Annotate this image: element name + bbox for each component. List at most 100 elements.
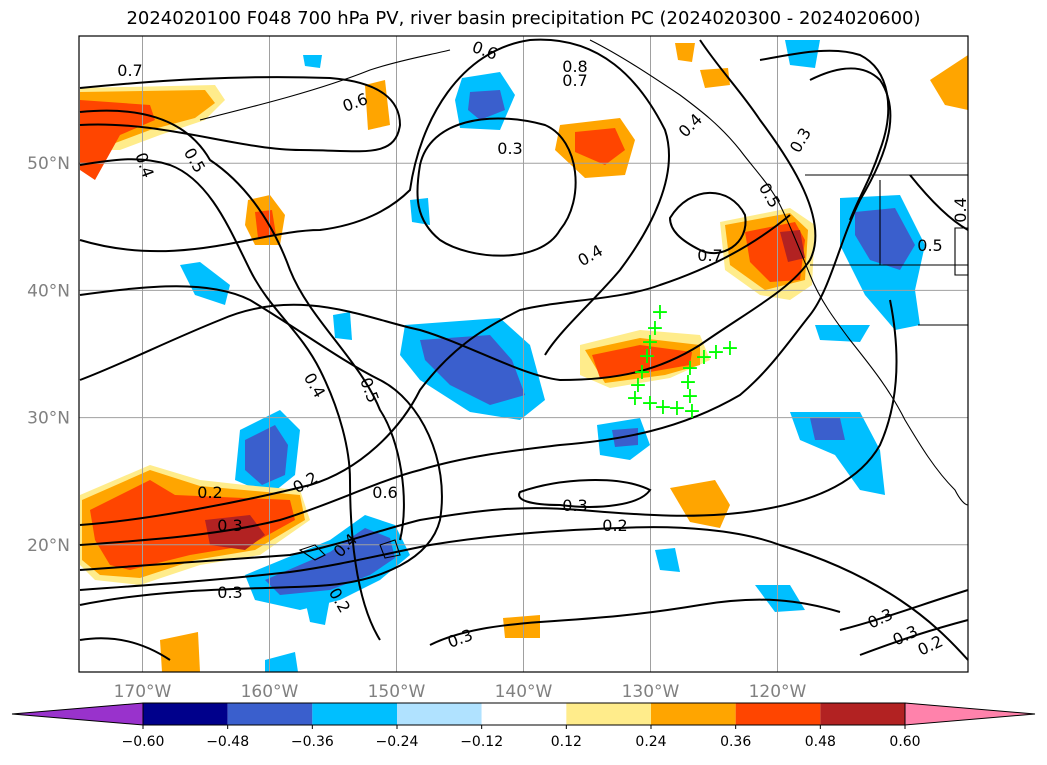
contour-label: 0.4 [951,197,970,222]
contour-label: 0.8 [562,57,587,76]
contour-label: 0.3 [217,516,242,535]
contour-label: 0.6 [470,37,500,64]
station-marker: + [641,330,659,355]
negative-anomaly-patch [303,55,322,68]
colorbar-segment [312,703,397,725]
station-marker: + [679,370,697,395]
contour-label: 0.4 [675,110,706,141]
station-marker: + [654,395,672,420]
positive-anomaly-patch [255,210,276,238]
coastlines [199,39,969,561]
station-marker: + [695,345,713,370]
map-frame [78,35,969,673]
contour-label: 0.5 [755,179,784,211]
positive-anomaly-patch [90,480,295,570]
station-marker: + [646,316,664,341]
positive-anomaly-patch [700,68,730,88]
colorbar-segment [397,703,482,725]
latitude-label: 50°N [27,154,70,174]
longitude-label: 120°W [749,682,807,702]
negative-anomaly-patch [180,262,230,305]
positive-anomaly-patch [780,230,805,262]
positive-anomaly-patch [503,615,540,638]
colorbar-tick-label: 0.36 [720,734,751,750]
negative-anomaly-patch [333,312,352,340]
graticule [79,36,968,672]
station-marker: + [641,391,659,416]
contour-label: 0.3 [786,124,815,156]
station-marker: + [668,396,686,421]
contour-label: 0.3 [497,139,522,158]
contour-label: 0.7 [562,71,587,90]
contour-label: 0.7 [117,61,142,80]
map-title: 2024020100 F048 700 hPa PV, river basin … [126,8,921,29]
colorbar-tick-label: −0.24 [376,734,419,750]
colorbar-tick-label: −0.36 [291,734,334,750]
contour-label: 0.5 [917,236,942,255]
negative-anomaly-patch [755,585,805,612]
latitude-label: 30°N [27,409,70,429]
longitude-label: 170°W [114,682,172,702]
negative-anomaly-patch [305,598,330,625]
station-marker: + [721,336,739,361]
negative-anomaly-patch [468,90,505,120]
positive-anomaly-patch [785,40,820,68]
pv-contours [79,38,969,661]
negative-anomaly-patch [265,652,298,672]
colorbar: −0.60 −0.48 −0.36 −0.24 −0.12 0.12 0.24 0.36 0.4… [11,702,1036,750]
colorbar-tick-label: −0.48 [206,734,249,750]
contour-label: 0.4 [574,241,606,270]
contour-label: 0.2 [602,516,627,535]
colorbar-segment [820,703,905,725]
colorbar-tick-label: 0.60 [889,734,920,750]
station-marker: + [683,399,701,424]
colorbar-extend-low [11,702,144,726]
contour-label: 0.3 [865,604,896,632]
positive-anomaly-patch [160,632,200,672]
contour-label: 0.4 [131,150,158,180]
station-marker: + [707,340,725,365]
negative-anomaly-patch [810,418,845,440]
negative-anomaly-patch [815,325,870,342]
colorbar-tick-label: 0.12 [551,734,582,750]
negative-anomaly-patch [855,208,915,270]
positive-anomaly-patch [675,43,695,62]
colorbar-tick-label: −0.12 [460,734,503,750]
colorbar-segment [227,703,313,725]
pc-shading [80,40,968,672]
positive-anomaly-patch [592,345,692,378]
longitude-label: 150°W [368,682,426,702]
contour-label: 0.7 [697,246,722,265]
positive-anomaly-patch [930,55,968,110]
latitude-label: 40°N [27,281,70,301]
negative-anomaly-patch [245,425,288,485]
colorbar-segment [566,703,651,725]
positive-anomaly-patch [575,128,625,165]
contour-label: 0.3 [445,625,475,652]
station-marker: + [633,360,651,385]
latitude-label: 20°N [27,536,70,556]
colorbar-segment [651,703,736,725]
longitude-label: 160°W [241,682,299,702]
colorbar-segment [143,703,228,725]
longitude-label: 140°W [495,682,553,702]
contour-label: 0.3 [217,583,242,602]
colorbar-extend-high [904,702,1036,726]
positive-anomaly-patch [80,100,155,180]
negative-anomaly-patch [655,548,680,572]
colorbar-tick-label: −0.60 [122,734,165,750]
station-marker: + [629,373,647,398]
station-marker: + [651,300,669,325]
contour-label: 0.6 [372,483,397,502]
station-marker: + [638,344,656,369]
colorbar-tick-label: 0.24 [635,734,666,750]
colorbar-segment [735,703,821,725]
contour-label: 0.4 [300,369,329,401]
negative-anomaly-patch [420,335,525,405]
station-marker: + [681,356,699,381]
positive-anomaly-patch [670,480,730,528]
colorbar-tick-label: 0.48 [805,734,836,750]
contour-labels: 0.70.60.80.70.60.4 0.5 0.3 0.30.5 0.40.50.40… [117,37,970,659]
axis-labels: 170°W 160°W 150°W 140°W 130°W 120°W 50°N 40°N 30… [27,154,806,702]
